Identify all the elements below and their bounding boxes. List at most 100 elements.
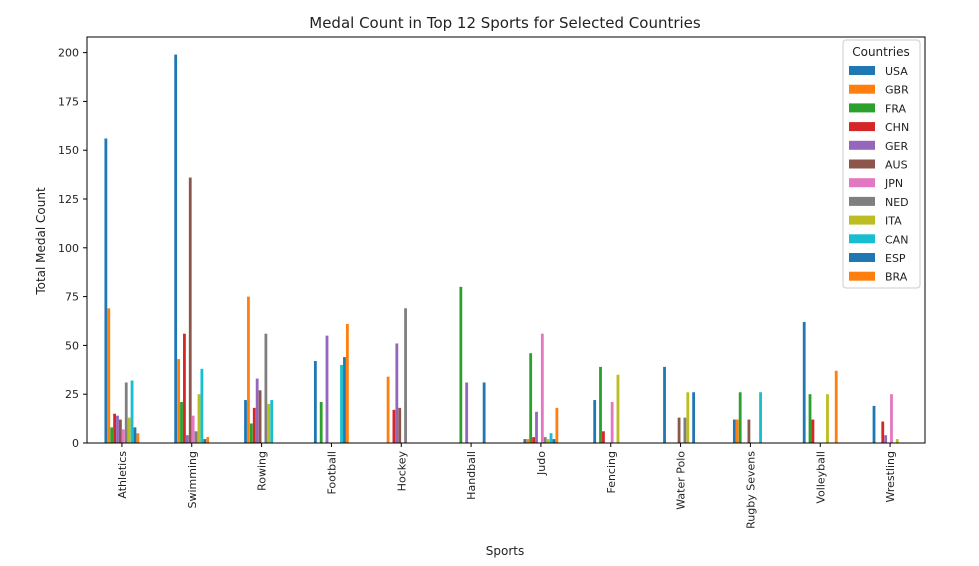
bar-wrestling-ger xyxy=(884,435,888,443)
y-ticks: 0 25 50 75 100 125 150 175 200 xyxy=(58,47,87,450)
bar-football-bra xyxy=(345,323,349,443)
bar-wrestling-ita xyxy=(895,439,899,443)
bar-hockey-ned xyxy=(404,308,407,443)
bar-judo-ned xyxy=(543,437,547,443)
plot-frame xyxy=(86,36,926,444)
bar-rowing-chn xyxy=(252,407,256,443)
legend-swatch-usa xyxy=(849,66,875,75)
bar-swimming-can xyxy=(200,368,204,443)
x-tick-label: Swimming xyxy=(186,451,199,508)
bar-swimming-bra xyxy=(206,437,210,443)
x-tick-label: Water Polo xyxy=(675,451,688,510)
bar-swimming-chn xyxy=(183,333,186,443)
bar-rowing-can xyxy=(270,400,274,443)
legend: Countries USA GBR FRA CHN GER AUS JPN NED ITA CAN… xyxy=(842,39,921,289)
x-tick-label: Football xyxy=(325,451,338,495)
bar-handball-fra xyxy=(459,286,463,443)
bar-athletics-bra xyxy=(136,433,140,443)
legend-swatch-can xyxy=(849,234,875,244)
legend-label-jpn: JPN xyxy=(884,177,903,190)
bar-wrestling-chn xyxy=(881,421,885,443)
bar-swimming-fra xyxy=(180,402,183,443)
bar-football-ger xyxy=(325,335,329,443)
bar-rowing-ger xyxy=(255,378,259,443)
legend-label-ita: ITA xyxy=(885,215,902,228)
bar-rowing-aus xyxy=(258,390,262,443)
legend-swatch-fra xyxy=(849,103,875,113)
legend-label-esp: ESP xyxy=(885,252,906,265)
bar-athletics-jpn xyxy=(121,429,125,443)
bar-handball-esp xyxy=(482,382,486,443)
bar-volleyball-usa xyxy=(802,321,806,443)
bar-swimming-ned xyxy=(194,431,198,443)
x-tick-label: Rugby Sevens xyxy=(744,451,757,529)
bar-judo-chn xyxy=(532,437,535,443)
bar-hockey-gbr xyxy=(386,376,390,443)
bar-volleyball-bra xyxy=(834,370,838,443)
bar-judo-fra xyxy=(529,353,533,443)
y-tick-label: 0 xyxy=(72,437,79,450)
bar-wrestling-usa xyxy=(872,405,876,443)
bar-hockey-aus xyxy=(398,407,402,443)
bar-swimming-esp xyxy=(203,439,207,443)
x-tick-label: Handball xyxy=(465,451,478,500)
legend-label-usa: USA xyxy=(885,65,908,78)
bar-swimming-aus xyxy=(188,177,192,444)
legend-swatch-chn xyxy=(849,122,875,132)
legend-label-ned: NED xyxy=(885,196,909,209)
x-tick-label: Hockey xyxy=(395,451,408,492)
x-ticks: Athletics Swimming Rowing Football Hockey Han… xyxy=(116,443,897,529)
bar-fencing-fra xyxy=(599,366,602,444)
bar-water-polo-usa xyxy=(663,366,666,444)
bar-rugby-sevens-usa xyxy=(732,419,736,443)
bar-judo-usa xyxy=(523,439,527,443)
bar-hockey-chn xyxy=(392,409,396,443)
y-tick-label: 125 xyxy=(58,193,79,206)
bar-rowing-gbr xyxy=(247,296,250,443)
bar-rowing-usa xyxy=(244,400,247,443)
bar-water-polo-ita xyxy=(686,392,690,443)
legend-swatch-gbr xyxy=(849,84,875,94)
bar-rugby-sevens-gbr xyxy=(735,419,739,443)
legend-items: USA GBR FRA CHN GER AUS JPN NED ITA CAN ESP BRA xyxy=(849,65,909,284)
x-tick-label: Athletics xyxy=(116,451,129,499)
x-tick-label: Wrestling xyxy=(884,451,897,503)
bar-volleyball-chn xyxy=(811,419,815,443)
legend-swatch-ger xyxy=(849,140,875,150)
legend-title: Countries xyxy=(852,45,910,59)
bar-rugby-sevens-can xyxy=(759,392,762,443)
bar-judo-ita xyxy=(546,439,550,443)
bar-fencing-ita xyxy=(616,374,620,443)
bar-football-usa xyxy=(313,361,317,443)
bar-swimming-usa xyxy=(174,54,178,443)
legend-swatch-ita xyxy=(849,215,875,225)
legend-swatch-aus xyxy=(849,159,875,169)
bar-rugby-sevens-aus xyxy=(747,419,751,443)
bar-athletics-ita xyxy=(127,417,131,444)
y-tick-label: 50 xyxy=(65,339,79,352)
bar-judo-ger xyxy=(535,411,538,443)
legend-label-gbr: GBR xyxy=(885,84,909,97)
legend-label-chn: CHN xyxy=(885,121,909,134)
bar-athletics-ned xyxy=(124,382,128,443)
bars-group xyxy=(104,54,899,444)
bar-handball-ger xyxy=(465,382,469,443)
legend-swatch-ned xyxy=(849,196,875,206)
y-tick-label: 200 xyxy=(58,47,79,60)
bar-athletics-can xyxy=(130,380,134,443)
bar-volleyball-ita xyxy=(826,394,829,443)
bar-rugby-sevens-fra xyxy=(738,392,742,443)
bar-football-fra xyxy=(319,402,323,443)
x-axis-label: Sports xyxy=(486,544,524,558)
bar-swimming-gbr xyxy=(177,359,181,443)
x-tick-label: Rowing xyxy=(256,451,269,491)
bar-fencing-jpn xyxy=(610,402,614,443)
x-tick-label: Fencing xyxy=(605,451,618,494)
bar-athletics-aus xyxy=(119,419,122,443)
bar-water-polo-aus xyxy=(677,417,681,444)
y-tick-label: 175 xyxy=(58,95,79,108)
bar-swimming-ger xyxy=(185,435,189,443)
bar-athletics-fra xyxy=(110,427,114,443)
bar-swimming-jpn xyxy=(191,415,195,443)
